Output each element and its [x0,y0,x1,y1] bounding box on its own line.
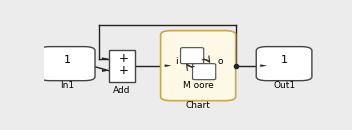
Polygon shape [102,57,109,60]
FancyBboxPatch shape [181,48,204,64]
Text: In1: In1 [60,81,74,90]
Bar [109,50,135,82]
FancyBboxPatch shape [39,47,95,81]
Text: 1: 1 [281,55,288,65]
Text: +: + [119,52,129,65]
Polygon shape [260,64,267,67]
Polygon shape [165,64,171,67]
Text: Chart: Chart [186,101,210,110]
Text: o: o [217,57,222,66]
Polygon shape [102,69,109,72]
Text: 1: 1 [64,55,71,65]
Text: Add: Add [113,86,131,95]
FancyBboxPatch shape [161,31,235,101]
Text: i: i [175,57,178,66]
FancyBboxPatch shape [193,64,216,80]
Text: +: + [119,64,129,77]
FancyBboxPatch shape [256,47,312,81]
Text: Out1: Out1 [273,81,295,90]
Text: M oore: M oore [183,81,214,90]
